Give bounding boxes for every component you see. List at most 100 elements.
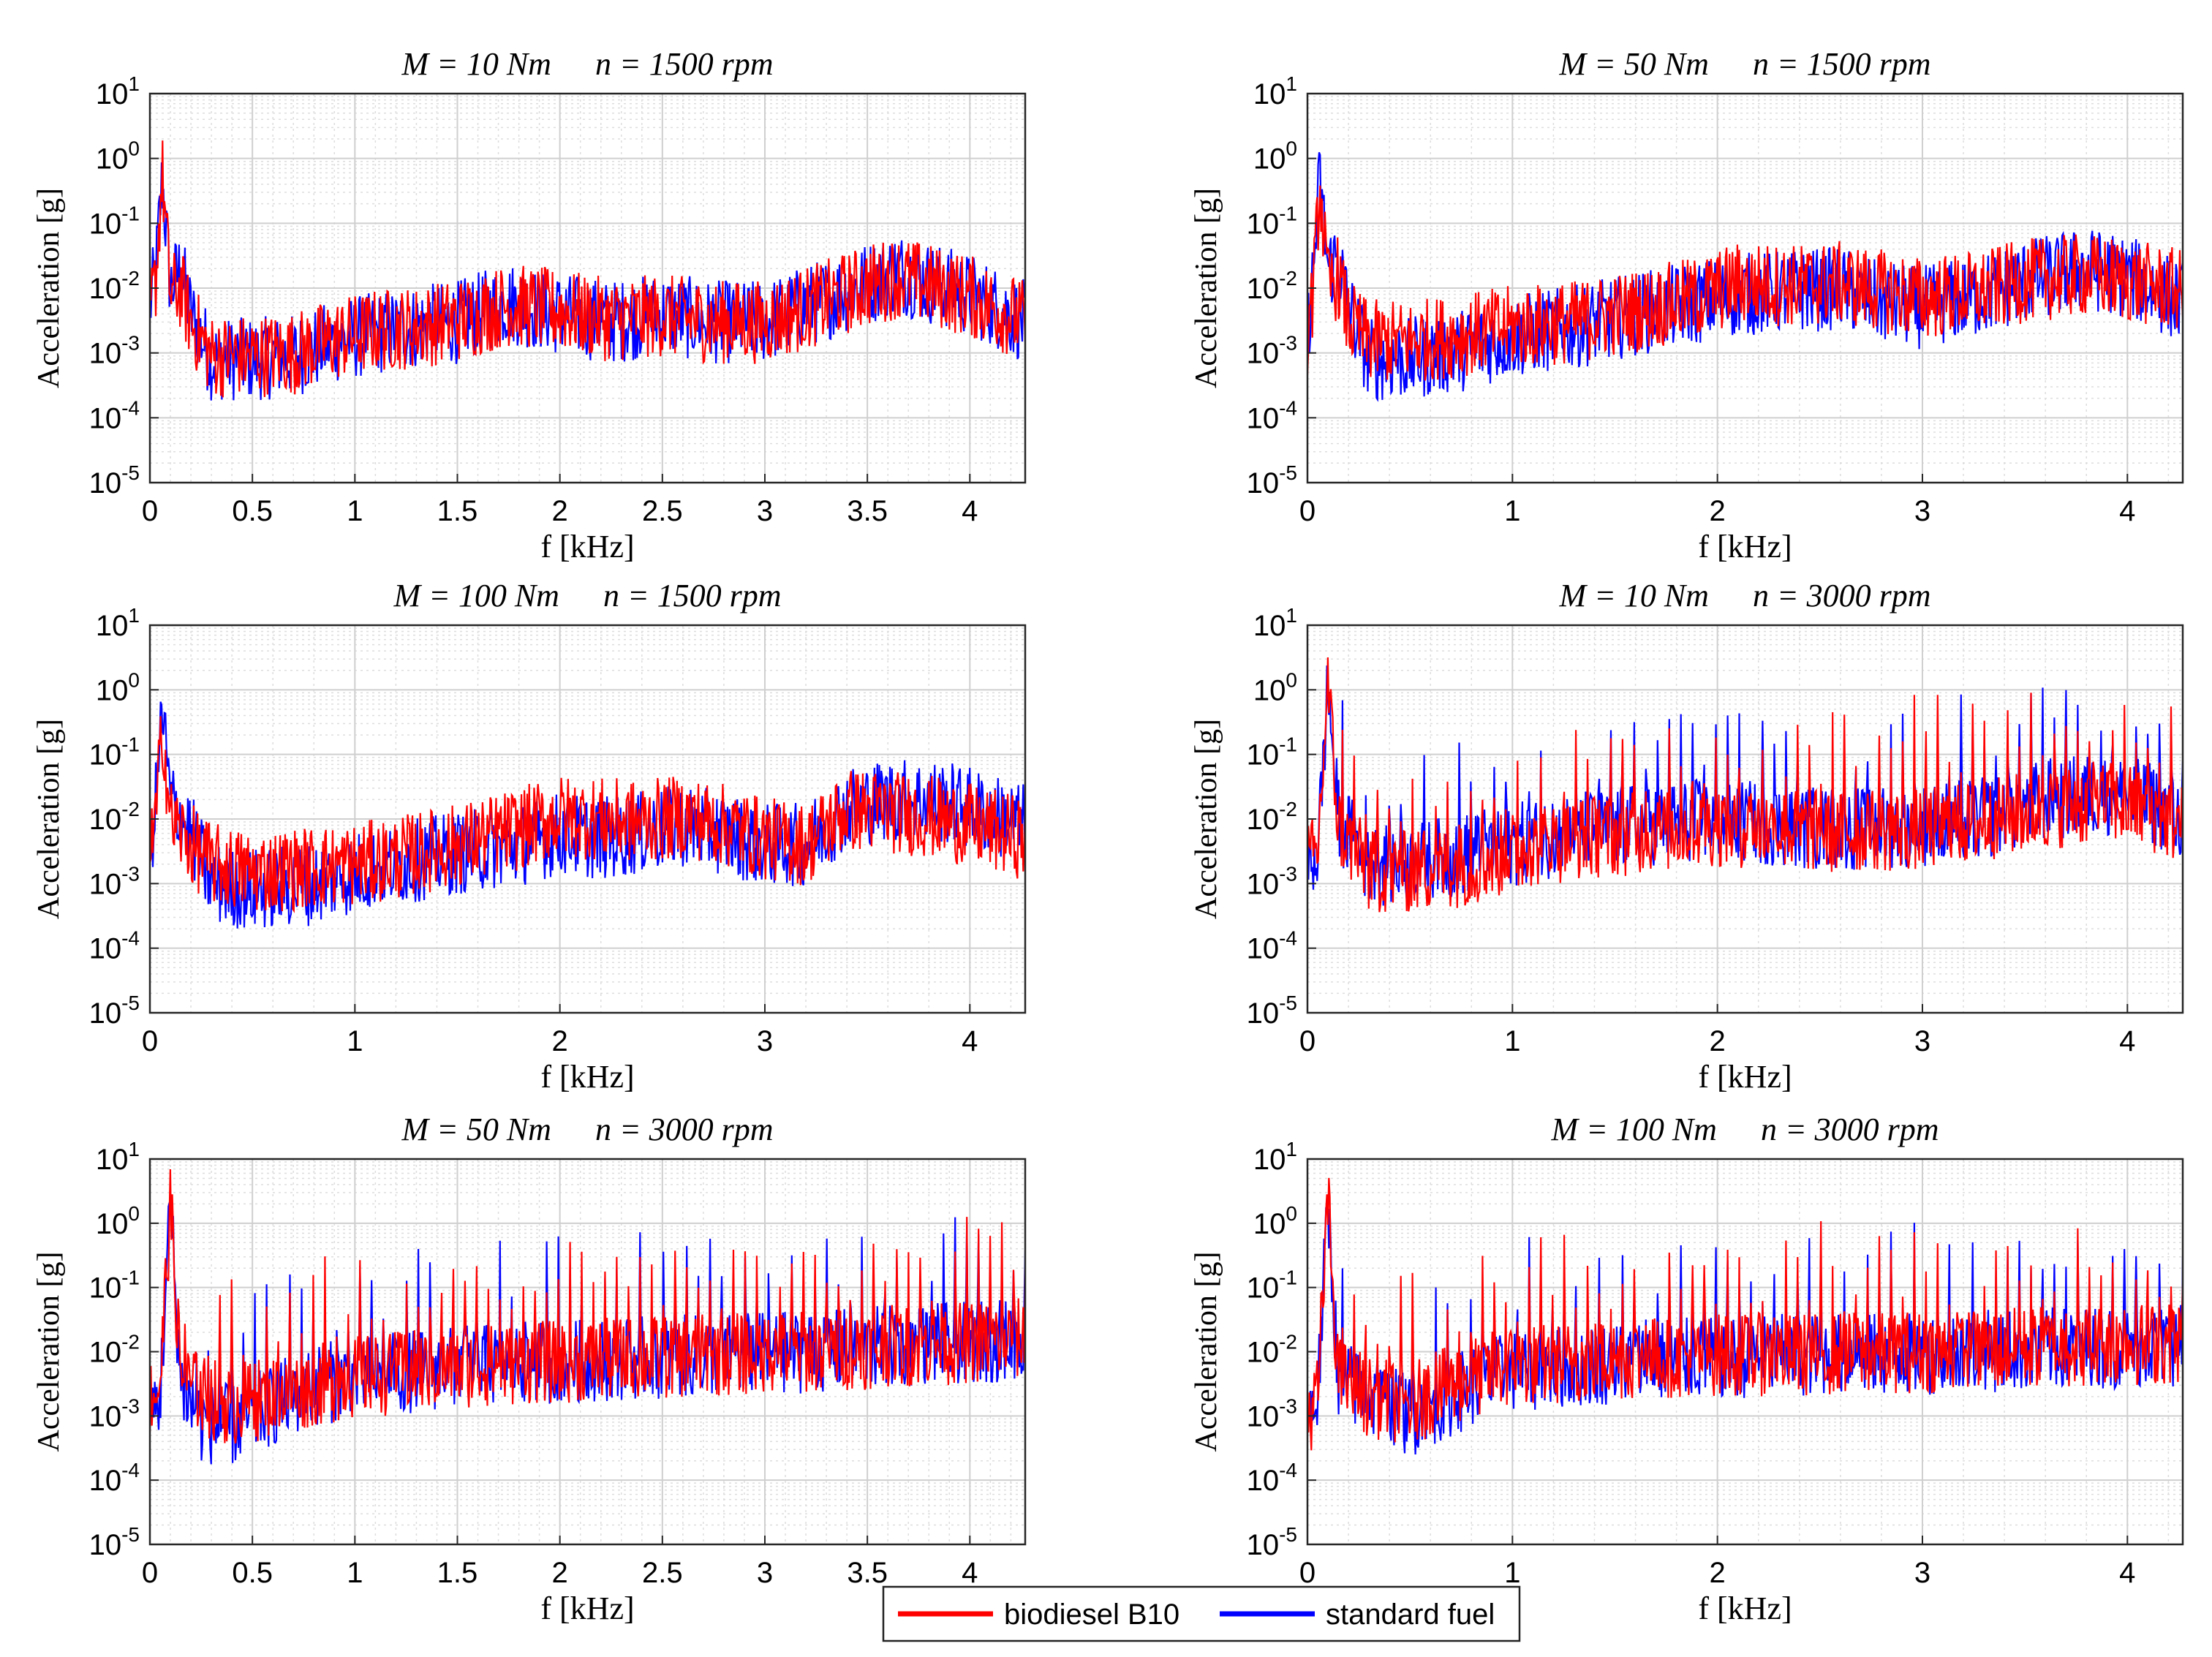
- y-tick-label: 10-3: [1247, 1394, 1297, 1433]
- x-tick-label: 2.5: [642, 1557, 683, 1589]
- title-torque: M = 10 Nm: [1558, 578, 1708, 614]
- x-axis-label: f [kHz]: [540, 1590, 634, 1626]
- y-tick-label: 10-3: [89, 332, 140, 370]
- y-tick-label: 10-3: [89, 1394, 140, 1433]
- y-tick-label: 101: [1253, 604, 1297, 642]
- y-axis-label: Acceleration [g]: [32, 1251, 66, 1452]
- x-tick-label: 2.5: [642, 495, 683, 527]
- x-tick-label: 0: [1299, 495, 1316, 527]
- x-tick-label: 0.5: [232, 495, 273, 527]
- y-tick-label: 10-3: [1247, 332, 1297, 370]
- y-tick-label: 10-1: [89, 202, 140, 240]
- y-tick-label: 10-5: [1247, 461, 1297, 499]
- y-tick-label: 10-1: [89, 733, 140, 771]
- x-tick-label: 4: [962, 495, 978, 527]
- title-torque: M = 100 Nm: [393, 578, 559, 614]
- y-tick-label: 10-4: [1247, 927, 1297, 965]
- y-tick-label: 10-1: [1247, 733, 1297, 771]
- y-tick-label: 10-3: [89, 862, 140, 900]
- y-tick-label: 100: [96, 668, 140, 706]
- subplot-3: 0 1 2 3 4 10-5 10-4 10-3 10-2 10-1 100 101 M = 100 N…: [32, 578, 1027, 1095]
- y-tick-label: 10-2: [1247, 267, 1297, 305]
- title-torque: M = 50 Nm: [1558, 46, 1708, 82]
- x-tick-label: 0: [1299, 1557, 1316, 1589]
- subplot-title: M = 10 Nm n = 1500 rpm: [401, 46, 773, 82]
- x-axis-label: f [kHz]: [1698, 1590, 1792, 1626]
- series-line-biodiesel-B10: [1307, 185, 2183, 381]
- y-tick-label: 101: [1253, 72, 1297, 110]
- y-tick-label: 10-5: [89, 1523, 140, 1561]
- y-tick-label: 101: [96, 604, 140, 642]
- x-axis-label: f [kHz]: [540, 1059, 634, 1095]
- series-line-biodiesel-B10: [150, 140, 1025, 398]
- x-tick-label: 1: [1504, 495, 1520, 527]
- x-tick-label: 0: [142, 1025, 158, 1057]
- y-axis-label: Acceleration [g]: [1190, 719, 1223, 919]
- y-tick-label: 100: [96, 1202, 140, 1240]
- legend: biodiesel B10 standard fuel: [882, 1585, 1521, 1642]
- x-tick-label: 2: [552, 1557, 568, 1589]
- y-axis-label: Acceleration [g]: [1190, 1251, 1223, 1452]
- series-line-standard-fuel: [1307, 152, 2183, 402]
- series-line-standard-fuel: [1307, 665, 2183, 906]
- x-tick-label: 4: [2119, 1557, 2135, 1589]
- series-line-biodiesel-B10: [1307, 1177, 2183, 1451]
- title-speed: n = 1500 rpm: [595, 46, 774, 82]
- x-tick-label: 1: [347, 495, 363, 527]
- title-torque: M = 10 Nm: [401, 46, 551, 82]
- x-tick-label: 1: [347, 1557, 363, 1589]
- title-speed: n = 3000 rpm: [1753, 578, 1931, 614]
- y-tick-label: 10-4: [89, 396, 140, 434]
- subplot-title: M = 100 Nm n = 1500 rpm: [393, 578, 781, 614]
- title-speed: n = 3000 rpm: [595, 1111, 774, 1147]
- subplot-2: 0 1 2 3 4 10-5 10-4 10-3 10-2 10-1 100 101 M = 50 Nm…: [1190, 46, 2184, 565]
- y-tick-label: 10-4: [89, 927, 140, 965]
- title-torque: M = 100 Nm: [1550, 1111, 1716, 1147]
- x-axis-label: f [kHz]: [540, 529, 634, 565]
- y-tick-label: 100: [1253, 137, 1297, 175]
- x-tick-label: 2: [1710, 1025, 1726, 1057]
- x-tick-label: 3: [1914, 495, 1930, 527]
- subplot-4: 0 1 2 3 4 10-5 10-4 10-3 10-2 10-1 100 101 M = 10 Nm…: [1190, 578, 2184, 1095]
- subplot-title: M = 10 Nm n = 3000 rpm: [1558, 578, 1930, 614]
- x-tick-label: 4: [962, 1025, 978, 1057]
- title-speed: n = 3000 rpm: [1761, 1111, 1939, 1147]
- x-tick-label: 3: [757, 1557, 773, 1589]
- x-tick-label: 3.5: [847, 1557, 888, 1589]
- x-tick-label: 2: [1710, 495, 1726, 527]
- y-tick-label: 10-4: [1247, 1459, 1297, 1497]
- legend-label-biodiesel: biodiesel B10: [1004, 1599, 1179, 1631]
- x-tick-label: 1.5: [437, 495, 478, 527]
- series-line-biodiesel-B10: [1307, 657, 2183, 913]
- x-tick-label: 1: [1504, 1557, 1520, 1589]
- subplot-5: 0 0.5 1 1.5 2 2.5 3 3.5 4 10-5 10-4 10-3 10-2 10-1 100…: [32, 1111, 1027, 1626]
- y-tick-label: 10-5: [89, 461, 140, 499]
- x-tick-label: 3: [757, 1025, 773, 1057]
- title-speed: n = 1500 rpm: [603, 578, 782, 614]
- y-tick-label: 100: [1253, 668, 1297, 706]
- y-tick-label: 10-5: [1247, 992, 1297, 1030]
- y-axis-label: Acceleration [g]: [32, 719, 66, 919]
- y-tick-label: 100: [96, 137, 140, 175]
- x-tick-label: 4: [962, 1557, 978, 1589]
- y-tick-label: 10-1: [1247, 1267, 1297, 1305]
- y-tick-label: 10-2: [89, 798, 140, 836]
- series-line-biodiesel-B10: [150, 716, 1025, 913]
- y-tick-label: 101: [1253, 1138, 1297, 1176]
- title-speed: n = 1500 rpm: [1753, 46, 1931, 82]
- y-tick-label: 10-2: [1247, 798, 1297, 836]
- x-tick-label: 0: [142, 1557, 158, 1589]
- subplot-title: M = 50 Nm n = 3000 rpm: [401, 1111, 773, 1147]
- x-axis-label: f [kHz]: [1698, 529, 1792, 565]
- x-tick-label: 1: [1504, 1025, 1520, 1057]
- legend-label-standard: standard fuel: [1326, 1599, 1495, 1631]
- y-tick-label: 10-1: [89, 1267, 140, 1305]
- x-tick-label: 3: [757, 495, 773, 527]
- subplot-6: 0 1 2 3 4 10-5 10-4 10-3 10-2 10-1 100 101 M = 100 N…: [1190, 1111, 2184, 1626]
- y-axis-label: Acceleration [g]: [32, 188, 66, 388]
- y-tick-label: 10-3: [1247, 862, 1297, 900]
- x-tick-label: 3: [1914, 1557, 1930, 1589]
- y-tick-label: 10-2: [89, 267, 140, 305]
- subplot-title: M = 50 Nm n = 1500 rpm: [1558, 46, 1930, 82]
